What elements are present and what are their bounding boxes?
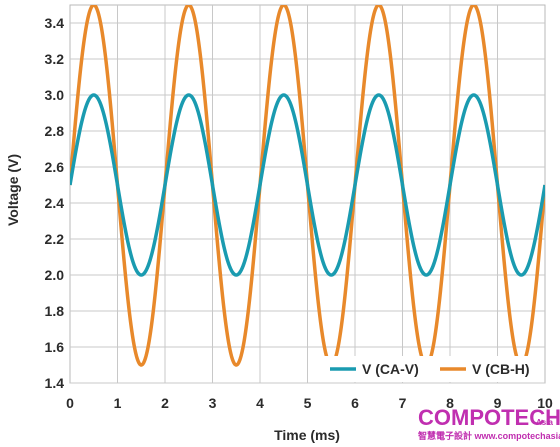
x-tick-label-6: 6 (351, 395, 359, 411)
x-tick-label-2: 2 (161, 395, 169, 411)
x-tick-label-3: 3 (209, 395, 217, 411)
legend-label-v-ca-v: V (CA-V) (362, 361, 419, 377)
x-tick-label-1: 1 (114, 395, 122, 411)
watermark: COMPOTECH Asia 智慧電子設計 www.compotechasia.… (418, 405, 560, 441)
y-tick-label-6: 2.6 (45, 159, 65, 175)
y-tick-label-4: 2.2 (45, 231, 65, 247)
x-tick-label-8: 8 (446, 395, 454, 411)
watermark-tagline: 智慧電子設計 www.compotechasia.com (418, 430, 560, 441)
y-tick-label-1: 1.6 (45, 339, 65, 355)
x-tick-label-7: 7 (399, 395, 407, 411)
y-tick-label-10: 3.4 (45, 15, 65, 31)
y-tick-label-0: 1.4 (45, 375, 65, 391)
y-tick-label-8: 3.0 (45, 87, 65, 103)
x-tick-label-5: 5 (304, 395, 312, 411)
y-tick-labels: 1.4 1.6 1.8 2.0 2.2 2.4 2.6 2.8 3.0 3.2 3.4 (45, 15, 65, 391)
legend-label-v-cb-h: V (CB-H) (472, 361, 530, 377)
grid-horizontal-lines (70, 22, 545, 384)
y-tick-label-2: 1.8 (45, 303, 65, 319)
y-tick-label-7: 2.8 (45, 123, 65, 139)
y-tick-label-3: 2.0 (45, 267, 65, 283)
series-layer (70, 5, 545, 367)
y-tick-label-5: 2.4 (45, 195, 65, 211)
x-tick-label-9: 9 (494, 395, 502, 411)
x-tick-label-4: 4 (256, 395, 264, 411)
x-axis-label: Time (ms) (274, 427, 340, 443)
legend-background (322, 356, 544, 382)
y-axis-label: Voltage (V) (5, 154, 21, 226)
x-tick-label-10: 10 (537, 395, 553, 411)
watermark-brand: COMPOTECH (418, 405, 560, 430)
x-tick-labels: 0 1 2 3 4 5 6 7 8 9 10 (66, 395, 553, 411)
x-tick-label-0: 0 (66, 395, 74, 411)
watermark-suffix: Asia (536, 418, 553, 427)
series-line-v-ca-v (70, 93, 545, 277)
legend: V (CA-V) V (CB-H) (322, 356, 544, 382)
y-tick-label-9: 3.2 (45, 51, 65, 67)
